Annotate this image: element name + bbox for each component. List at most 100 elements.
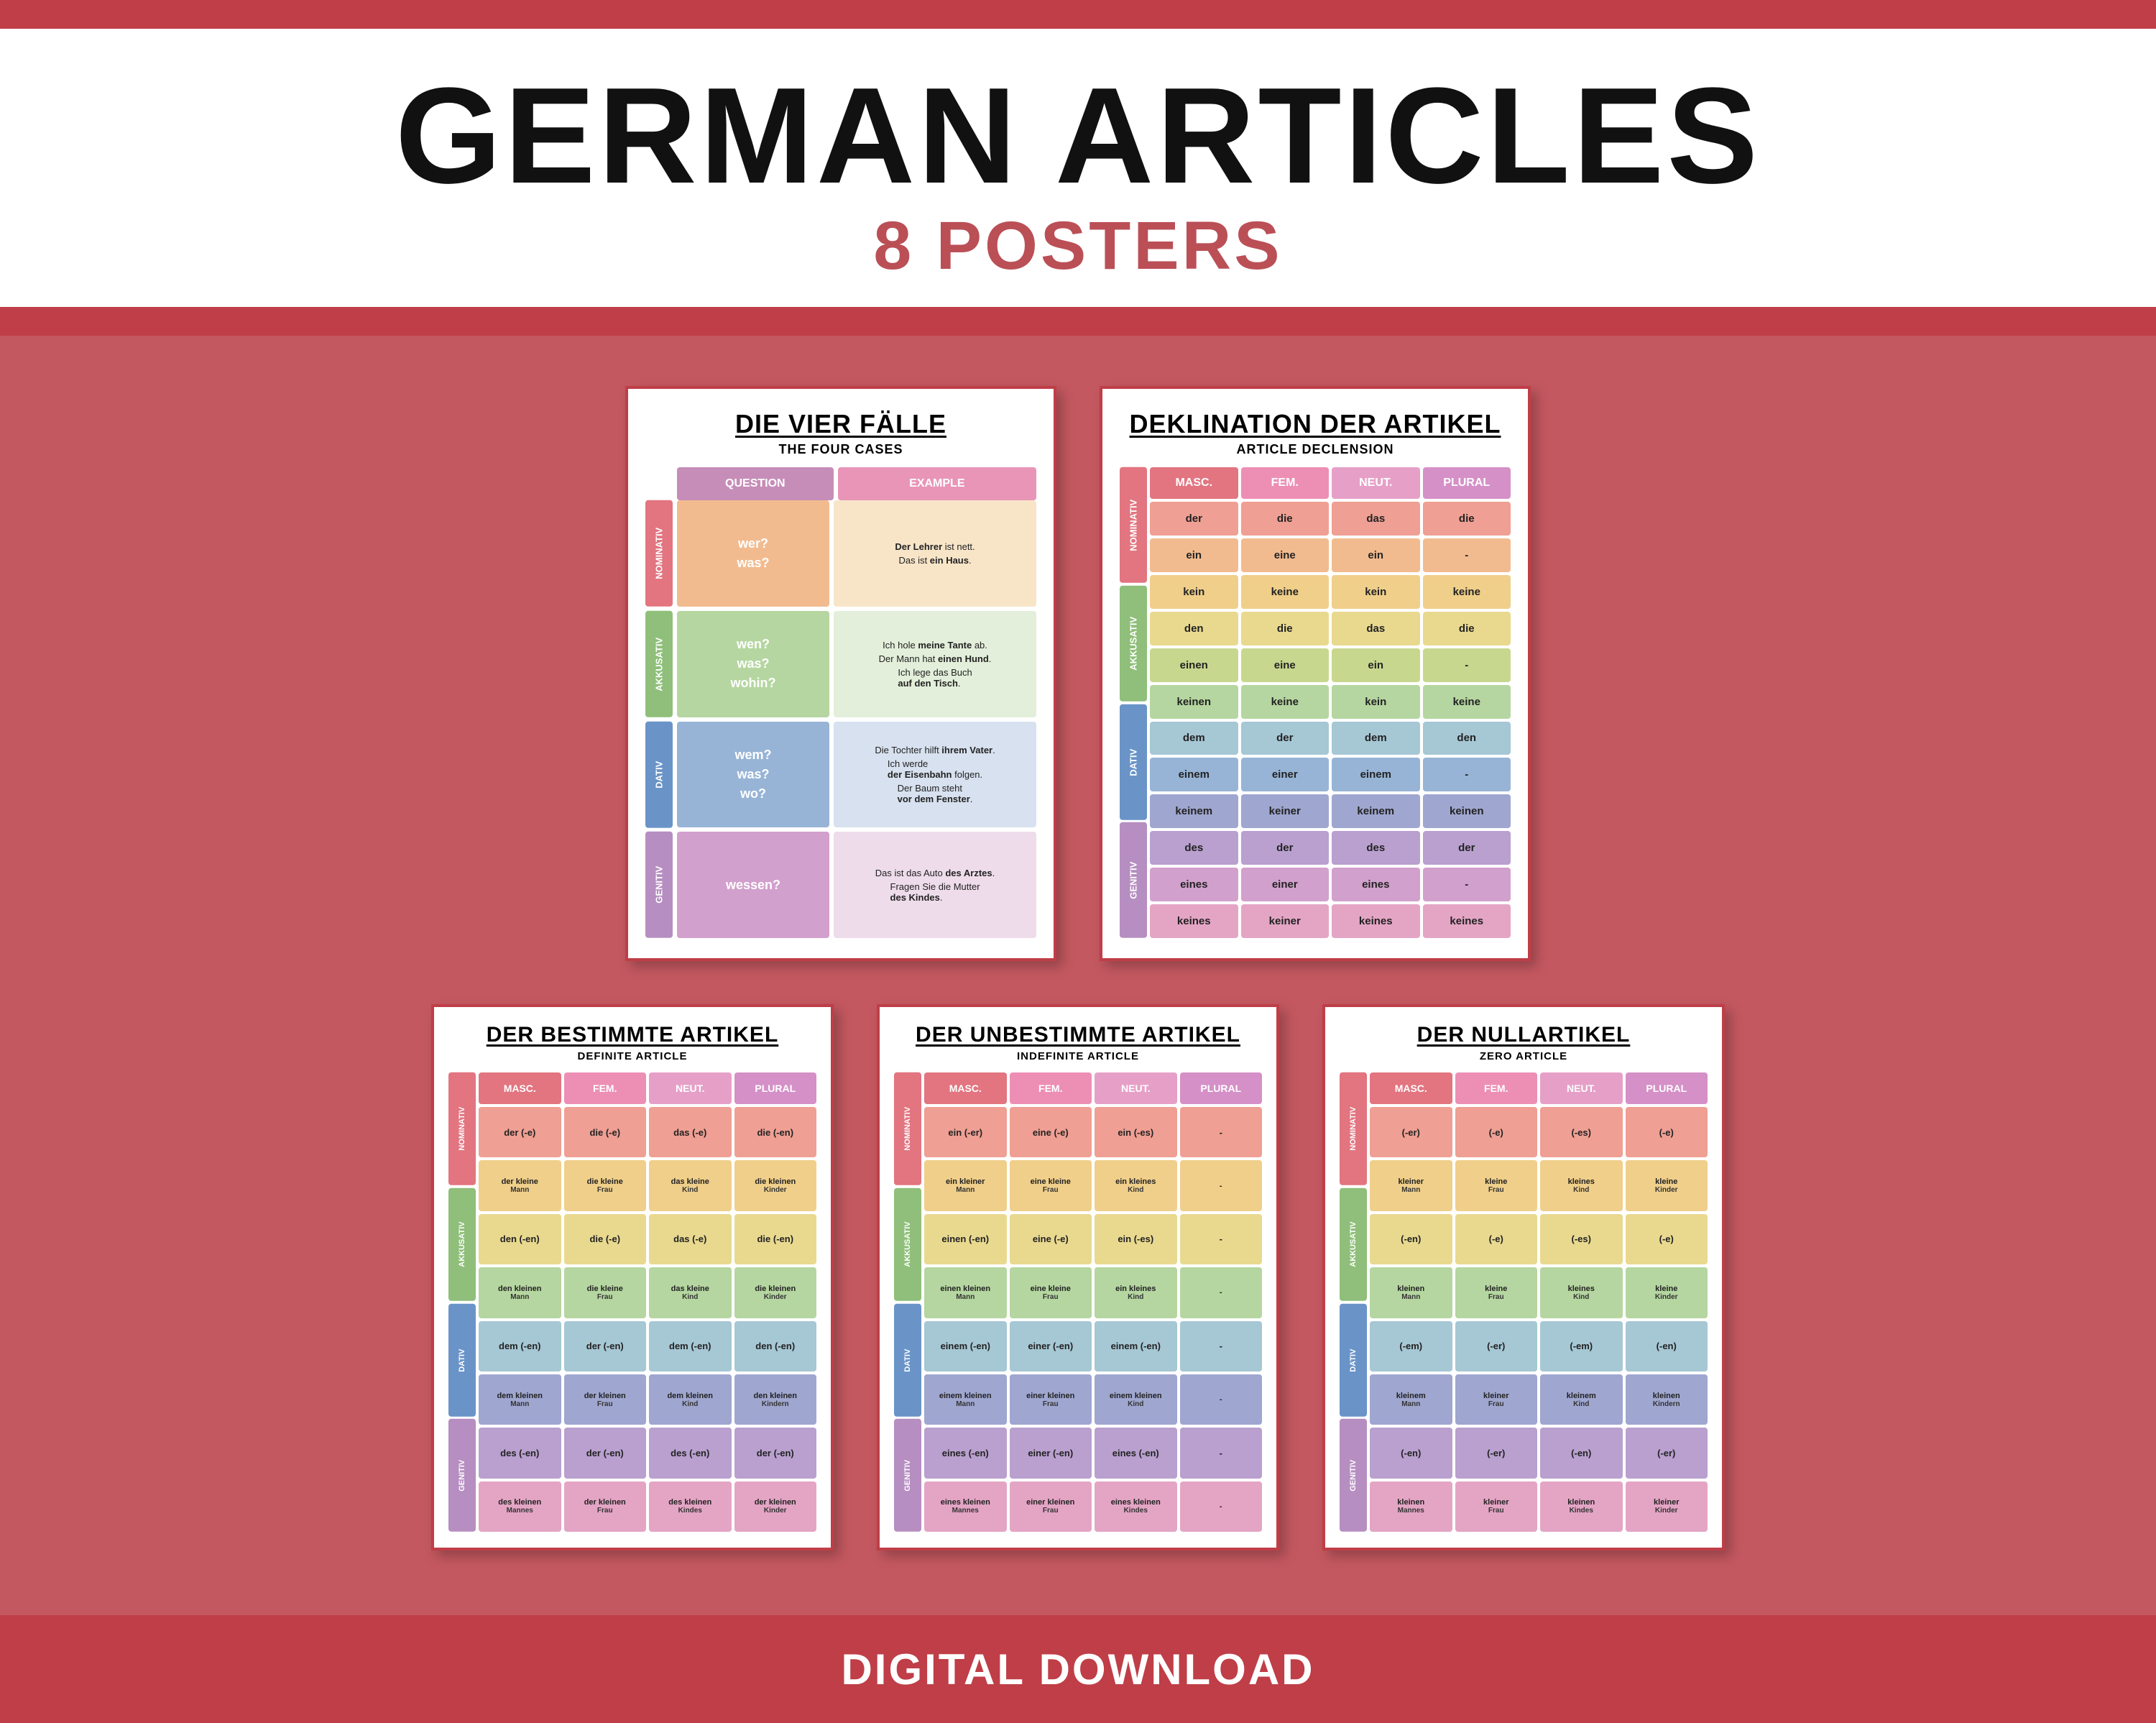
example-cell: des kleinenMannes: [479, 1481, 561, 1532]
example-cell: die kleinenKinder: [734, 1267, 817, 1318]
example-cell: der kleinenFrau: [564, 1481, 647, 1532]
question-cell: wem?was?wo?: [677, 722, 829, 828]
example-cell: kleinenMannes: [1370, 1481, 1452, 1532]
form-cell: der (-en): [564, 1321, 647, 1371]
example-cell: -: [1180, 1374, 1263, 1425]
example-cell: kleinesKind: [1540, 1267, 1623, 1318]
article-cell: eines: [1332, 868, 1420, 901]
poster-vier-faelle: DIE VIER FÄLLETHE FOUR CASESQUESTIONEXAM…: [625, 386, 1056, 961]
gender-header: NEUT.: [1095, 1072, 1177, 1104]
poster-subtitle: THE FOUR CASES: [645, 442, 1036, 457]
article-cell: keine: [1241, 685, 1330, 719]
case-label: AKKUSATIV: [894, 1188, 921, 1301]
sub-title: 8 POSTERS: [0, 207, 2156, 285]
example-cell: kleinemMann: [1370, 1374, 1452, 1425]
form-cell: der (-en): [734, 1428, 817, 1478]
example-cell: einem kleinenMann: [924, 1374, 1007, 1425]
form-cell: (-es): [1540, 1107, 1623, 1157]
form-cell: die (-en): [734, 1214, 817, 1264]
case-label: GENITIV: [894, 1419, 921, 1532]
example-cell: einem kleinenKind: [1095, 1374, 1177, 1425]
gender-header: NEUT.: [649, 1072, 732, 1104]
example-cell: dem kleinenMann: [479, 1374, 561, 1425]
example-cell: -: [1180, 1160, 1263, 1210]
article-cell: kein: [1332, 575, 1420, 609]
gender-header: FEM.: [1455, 1072, 1538, 1104]
case-label: DATIV: [1120, 704, 1147, 820]
article-cell: den: [1423, 722, 1511, 755]
form-cell: (-er): [1455, 1428, 1538, 1478]
form-cell: (-em): [1540, 1321, 1623, 1371]
case-label: AKKUSATIV: [645, 611, 673, 717]
poster-subtitle: INDEFINITE ARTICLE: [894, 1050, 1262, 1062]
article-cell: keiner: [1241, 794, 1330, 828]
poster-nullartikel: DER NULLARTIKELZERO ARTICLENOMINATIVAKKU…: [1322, 1004, 1725, 1550]
form-cell: dem (-en): [479, 1321, 561, 1371]
form-cell: ein (-es): [1095, 1107, 1177, 1157]
article-cell: einen: [1150, 648, 1238, 682]
gender-header: FEM.: [1010, 1072, 1092, 1104]
form-cell: (-en): [1370, 1428, 1452, 1478]
article-cell: -: [1423, 648, 1511, 682]
gender-header: FEM.: [564, 1072, 647, 1104]
gender-header: MASC.: [924, 1072, 1007, 1104]
case-label: GENITIV: [448, 1419, 476, 1532]
article-cell: die: [1423, 502, 1511, 536]
article-cell: kein: [1150, 575, 1238, 609]
case-label: DATIV: [645, 722, 673, 828]
article-cell: einer: [1241, 868, 1330, 901]
example-cell: die kleineFrau: [564, 1267, 647, 1318]
article-cell: des: [1150, 831, 1238, 865]
example-cell: kleinerFrau: [1455, 1481, 1538, 1532]
article-cell: dem: [1150, 722, 1238, 755]
article-cell: -: [1423, 758, 1511, 791]
mid-bar: [0, 307, 2156, 336]
example-cell: eine kleineFrau: [1010, 1160, 1092, 1210]
form-cell: -: [1180, 1214, 1263, 1264]
article-cell: keines: [1150, 904, 1238, 938]
example-cell: dem kleinenKind: [649, 1374, 732, 1425]
article-cell: der: [1150, 502, 1238, 536]
form-cell: der (-e): [479, 1107, 561, 1157]
article-cell: keines: [1423, 904, 1511, 938]
form-cell: die (-e): [564, 1107, 647, 1157]
form-cell: einem (-en): [1095, 1321, 1177, 1371]
example-cell: der kleinenKinder: [734, 1481, 817, 1532]
case-label: AKKUSATIV: [448, 1188, 476, 1301]
gender-header: PLURAL: [1180, 1072, 1263, 1104]
article-cell: keines: [1332, 904, 1420, 938]
gender-header: PLURAL: [734, 1072, 817, 1104]
title-band: GERMAN ARTICLES 8 POSTERS: [0, 29, 2156, 307]
example-cell: den kleinenKindern: [734, 1374, 817, 1425]
form-cell: -: [1180, 1321, 1263, 1371]
article-cell: die: [1241, 502, 1330, 536]
article-cell: keine: [1241, 575, 1330, 609]
form-cell: die (-en): [734, 1107, 817, 1157]
example-cell: Die Tochter hilft ihrem Vater.Ich werded…: [834, 722, 1036, 828]
poster-title: DER NULLARTIKEL: [1340, 1023, 1708, 1047]
form-cell: das (-e): [649, 1214, 732, 1264]
case-label: GENITIV: [645, 832, 673, 938]
case-label: NOMINATIV: [645, 500, 673, 607]
case-label: GENITIV: [1340, 1419, 1367, 1532]
example-cell: eine kleineFrau: [1010, 1267, 1092, 1318]
example-cell: -: [1180, 1267, 1263, 1318]
article-cell: das: [1332, 612, 1420, 645]
poster-subtitle: ZERO ARTICLE: [1340, 1050, 1708, 1062]
case-label: DATIV: [448, 1304, 476, 1417]
example-cell: des kleinenKindes: [649, 1481, 732, 1532]
article-cell: -: [1423, 868, 1511, 901]
article-cell: einem: [1332, 758, 1420, 791]
form-cell: den (-en): [479, 1214, 561, 1264]
form-cell: (-e): [1626, 1107, 1708, 1157]
article-cell: die: [1423, 612, 1511, 645]
form-cell: einer (-en): [1010, 1428, 1092, 1478]
article-cell: der: [1423, 831, 1511, 865]
article-cell: der: [1241, 831, 1330, 865]
example-cell: kleinerKinder: [1626, 1481, 1708, 1532]
form-cell: ein (-es): [1095, 1214, 1177, 1264]
form-cell: der (-en): [564, 1428, 647, 1478]
poster-row-bottom: DER BESTIMMTE ARTIKELDEFINITE ARTICLENOM…: [431, 1004, 1725, 1550]
poster-bestimmte: DER BESTIMMTE ARTIKELDEFINITE ARTICLENOM…: [431, 1004, 834, 1550]
example-cell: kleinenMann: [1370, 1267, 1452, 1318]
